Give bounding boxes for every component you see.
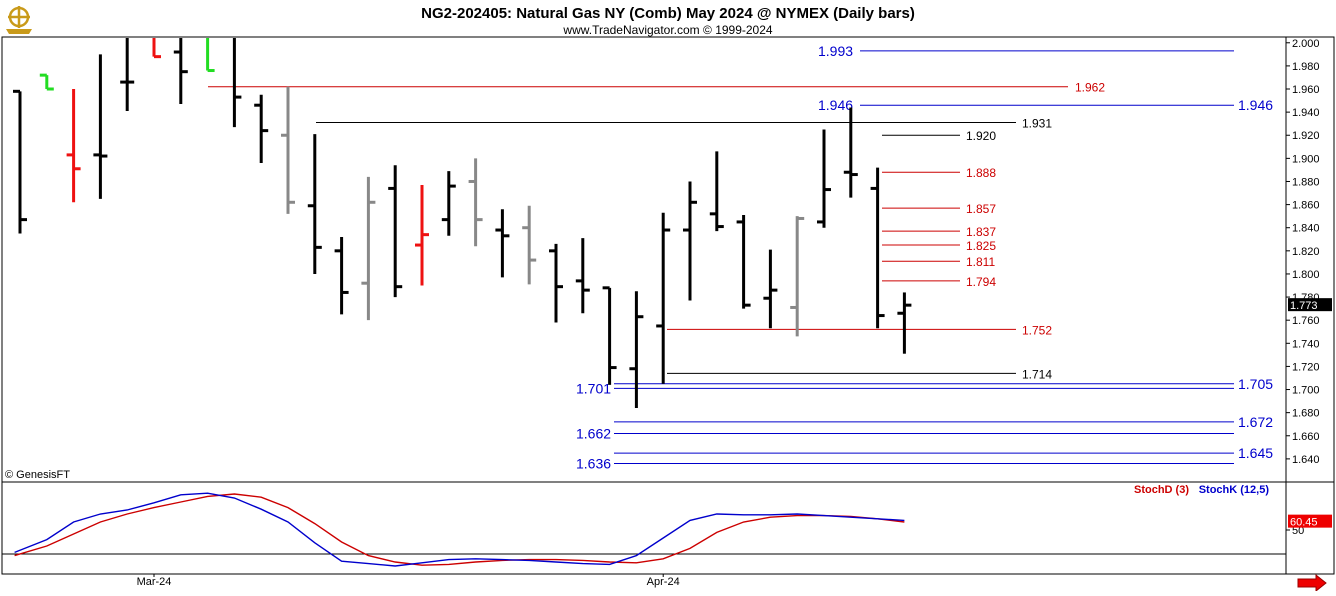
y-tick-label: 1.900 xyxy=(1292,153,1320,165)
y-tick-label: 1.840 xyxy=(1292,223,1320,235)
y-tick-label: 1.820 xyxy=(1292,246,1320,258)
x-tick-label: Mar-24 xyxy=(137,576,172,588)
x-tick-label: Apr-24 xyxy=(647,576,680,588)
y-tick-label: 1.720 xyxy=(1292,361,1320,373)
level-label: 1.962 xyxy=(1075,81,1105,95)
y-tick-label: 1.660 xyxy=(1292,431,1320,443)
y-tick-label: 2.000 xyxy=(1292,38,1320,50)
stochastic-axis[interactable] xyxy=(1285,481,1335,575)
level-label: 1.705 xyxy=(1238,376,1273,392)
stoch-k-legend: StochK (12,5) xyxy=(1199,484,1270,496)
level-label: 1.920 xyxy=(966,129,996,143)
last-price-label: 1.773 xyxy=(1290,300,1318,312)
y-tick-label: 1.680 xyxy=(1292,408,1320,420)
level-label: 1.993 xyxy=(818,43,853,59)
stoch-last-label: 60.45 xyxy=(1290,517,1318,529)
y-tick-label: 1.960 xyxy=(1292,84,1320,96)
level-label: 1.672 xyxy=(1238,414,1273,430)
y-tick-label: 1.740 xyxy=(1292,338,1320,350)
stoch-d-legend: StochD (3) xyxy=(1134,484,1189,496)
level-label: 1.645 xyxy=(1238,445,1273,461)
y-tick-label: 1.640 xyxy=(1292,454,1320,466)
stoch-last-tag: 60.45 xyxy=(1288,514,1332,529)
level-label: 1.857 xyxy=(966,202,996,216)
y-tick-label: 1.920 xyxy=(1292,130,1320,142)
scroll-right-icon[interactable] xyxy=(1297,573,1327,593)
level-label: 1.636 xyxy=(576,456,611,472)
stoch-series-line xyxy=(14,493,905,566)
y-tick-label: 1.860 xyxy=(1292,200,1320,212)
y-tick-label: 1.800 xyxy=(1292,269,1320,281)
y-tick-label: 1.700 xyxy=(1292,385,1320,397)
last-price-tag: 1.773 xyxy=(1288,298,1332,312)
level-label: 1.701 xyxy=(576,380,611,396)
level-label: 1.825 xyxy=(966,239,996,253)
level-label: 1.752 xyxy=(1022,323,1052,337)
level-label: 1.931 xyxy=(1022,117,1052,131)
logo-icon[interactable] xyxy=(3,3,35,35)
level-label: 1.662 xyxy=(576,425,611,441)
y-tick-label: 1.880 xyxy=(1292,176,1320,188)
stochastic-pane[interactable] xyxy=(1,481,1287,575)
stoch-series-line xyxy=(14,492,905,567)
level-label: 1.811 xyxy=(966,255,995,269)
level-label: 1.888 xyxy=(966,166,996,180)
stoch-tick-label: 50 xyxy=(1292,525,1304,537)
level-label: 1.837 xyxy=(966,225,996,239)
y-tick-label: 1.980 xyxy=(1292,61,1320,73)
level-label: 1.946 xyxy=(1238,97,1273,113)
chart-subtitle: www.TradeNavigator.com © 1999-2024 xyxy=(562,23,772,37)
chart-title: NG2-202405: Natural Gas NY (Comb) May 20… xyxy=(421,5,915,22)
watermark: © GenesisFT xyxy=(5,469,70,481)
level-label: 1.714 xyxy=(1022,367,1052,381)
level-label: 1.946 xyxy=(818,97,853,113)
price-pane[interactable] xyxy=(1,36,1287,483)
y-tick-label: 1.940 xyxy=(1292,107,1320,119)
level-label: 1.794 xyxy=(966,275,996,289)
y-tick-label: 1.760 xyxy=(1292,315,1320,327)
